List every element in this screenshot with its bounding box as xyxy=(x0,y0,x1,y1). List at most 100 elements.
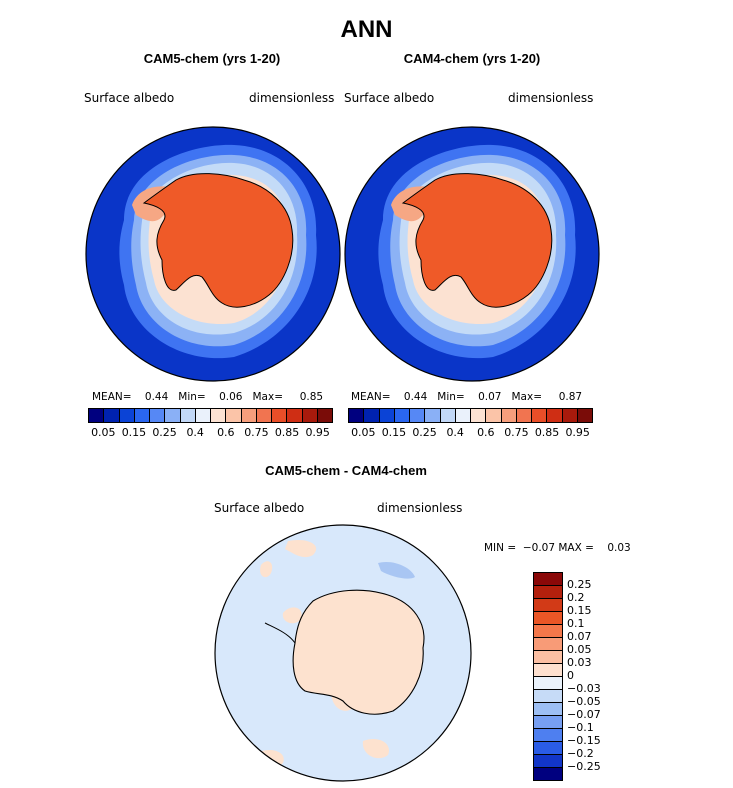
diff-minmax: MIN = −0.07 MAX = 0.03 xyxy=(484,542,631,554)
colorbar-swatch xyxy=(533,663,563,677)
colorbar-tick-label: 0.4 xyxy=(446,426,464,439)
max-label: Max= xyxy=(252,391,284,403)
colorbar-level-label: −0.1 xyxy=(567,721,594,734)
colorbar-swatch xyxy=(302,409,318,422)
max-value: 0.03 xyxy=(607,542,631,554)
colorbar-tick-label: 0.75 xyxy=(504,426,529,439)
colorbar-swatch xyxy=(180,409,196,422)
colorbar-level-label: 0.2 xyxy=(567,591,585,604)
colorbar-level-label: 0.25 xyxy=(567,578,592,591)
panel-2-stats: MEAN= 0.44 Min= 0.07 Max= 0.87 xyxy=(351,391,582,403)
mean-label: MEAN= xyxy=(351,391,391,403)
colorbar-swatch xyxy=(547,409,563,422)
colorbar-swatch xyxy=(533,689,563,703)
colorbar-swatch xyxy=(287,409,303,422)
colorbar-tick-label: 0.85 xyxy=(274,426,300,439)
panel-1-stats: MEAN= 0.44 Min= 0.06 Max= 0.85 xyxy=(92,391,323,403)
diff-colorbar xyxy=(533,572,563,781)
colorbar-tick-label: 0.05 xyxy=(351,426,376,439)
colorbar-swatch xyxy=(256,409,272,422)
colorbar-swatch xyxy=(471,409,487,422)
colorbar-swatch xyxy=(195,409,211,422)
colorbar-tick-label: 0.25 xyxy=(412,426,437,439)
colorbar-swatch xyxy=(134,409,150,422)
colorbar-level-label: −0.03 xyxy=(567,682,601,695)
mean-value: 0.44 xyxy=(403,391,428,403)
max-value: 0.85 xyxy=(299,391,324,403)
diff-variable: Surface albedo xyxy=(214,501,305,515)
colorbar-swatch xyxy=(533,741,563,755)
colorbar-swatch xyxy=(410,409,426,422)
colorbar-swatch xyxy=(577,409,592,422)
mean-value: 0.44 xyxy=(144,391,169,403)
diff-title: CAM5-chem - CAM4-chem xyxy=(265,463,427,478)
panel-1-colorbar-ticks: 0.05 0.15 0.25 0.4 0.6 0.75 0.85 0.95 xyxy=(88,426,333,440)
colorbar-swatch xyxy=(533,585,563,599)
colorbar-swatch xyxy=(533,702,563,716)
colorbar-swatch xyxy=(104,409,120,422)
colorbar-swatch xyxy=(150,409,166,422)
panel-1-title: CAM5-chem (yrs 1-20) xyxy=(143,51,281,66)
panel-2-variable: Surface albedo xyxy=(344,91,435,105)
panel-2-units: dimensionless xyxy=(508,91,594,105)
colorbar-level-label: −0.05 xyxy=(567,695,601,708)
colorbar-swatch xyxy=(486,409,502,422)
colorbar-level-label: 0.1 xyxy=(567,617,585,630)
panel-1-colorbar xyxy=(88,408,333,423)
colorbar-swatch xyxy=(89,409,105,422)
min-value: 0.06 xyxy=(219,391,243,403)
diff-units: dimensionless xyxy=(377,501,463,515)
colorbar-swatch xyxy=(533,624,563,638)
diff-map xyxy=(214,524,472,782)
colorbar-tick-label: 0.95 xyxy=(305,426,330,439)
colorbar-swatch xyxy=(211,409,227,422)
colorbar-level-label: −0.2 xyxy=(567,747,594,760)
colorbar-swatch xyxy=(533,715,563,729)
colorbar-level-label: −0.15 xyxy=(567,734,601,747)
colorbar-swatch xyxy=(533,676,563,690)
min-value: −0.07 xyxy=(522,542,556,554)
colorbar-swatch xyxy=(533,637,563,651)
colorbar-swatch xyxy=(440,409,456,422)
panel-1-units: dimensionless xyxy=(249,91,335,105)
colorbar-swatch xyxy=(533,767,563,781)
panel-1-map xyxy=(85,126,341,382)
colorbar-level-label: 0.07 xyxy=(567,630,592,643)
colorbar-swatch xyxy=(533,598,563,612)
colorbar-level-label: −0.07 xyxy=(567,708,601,721)
colorbar-swatch xyxy=(501,409,517,422)
colorbar-swatch xyxy=(226,409,242,422)
colorbar-swatch xyxy=(516,409,532,422)
panel-2-map xyxy=(344,126,600,382)
colorbar-tick-label: 0.6 xyxy=(217,426,235,439)
colorbar-tick-label: 0.75 xyxy=(244,426,269,439)
colorbar-tick-label: 0.95 xyxy=(565,426,590,439)
figure-title: ANN xyxy=(340,16,393,43)
colorbar-level-label: 0.03 xyxy=(567,656,592,669)
max-value: 0.87 xyxy=(558,391,583,403)
colorbar-tick-label: 0.25 xyxy=(152,426,177,439)
colorbar-tick-label: 0.05 xyxy=(91,426,116,439)
diff-colorbar-labels: 0.25 0.2 0.15 0.1 0.07 0.05 0.03 0 −0.03 −0.05 −0.… xyxy=(567,572,647,780)
colorbar-level-label: −0.25 xyxy=(567,760,601,773)
colorbar-tick-label: 0.6 xyxy=(477,426,495,439)
colorbar-swatch xyxy=(272,409,288,422)
colorbar-swatch xyxy=(533,650,563,664)
colorbar-swatch xyxy=(364,409,380,422)
min-label: Min= xyxy=(178,391,206,403)
colorbar-tick-label: 0.15 xyxy=(121,426,147,439)
colorbar-swatch xyxy=(533,754,563,768)
panel-2-colorbar xyxy=(348,408,593,423)
panel-2-colorbar-ticks: 0.05 0.15 0.25 0.4 0.6 0.75 0.85 0.95 xyxy=(348,426,593,440)
colorbar-swatch xyxy=(241,409,257,422)
colorbar-swatch xyxy=(562,409,578,422)
min-label: MIN = xyxy=(484,542,517,554)
colorbar-swatch xyxy=(165,409,181,422)
panel-1-variable: Surface albedo xyxy=(84,91,175,105)
colorbar-tick-label: 0.4 xyxy=(186,426,204,439)
colorbar-swatch xyxy=(533,572,563,586)
colorbar-swatch xyxy=(425,409,441,422)
colorbar-level-label: 0.05 xyxy=(567,643,592,656)
colorbar-swatch xyxy=(394,409,410,422)
colorbar-swatch xyxy=(455,409,471,422)
